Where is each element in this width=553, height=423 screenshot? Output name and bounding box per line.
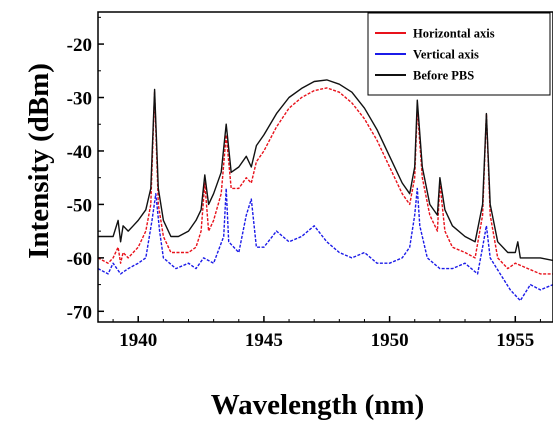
y-axis-title: Intensity (dBm) bbox=[23, 63, 55, 259]
series-line-vertical-axis bbox=[98, 187, 553, 302]
y-tick-label: -70 bbox=[67, 302, 92, 323]
y-tick-label: -40 bbox=[67, 142, 92, 163]
legend-label: Horizontal axis bbox=[413, 27, 495, 41]
ticks-layer: 1940 1945 1950 1955 -70 -60 -50 -40 -30 -20 bbox=[67, 16, 541, 351]
legend: Horizontal axis Vertical axis Before PBS bbox=[367, 12, 551, 96]
y-tick-label: -30 bbox=[67, 89, 92, 110]
y-tick-label: -20 bbox=[67, 35, 92, 56]
x-tick-label: 1945 bbox=[245, 330, 283, 351]
y-tick-label: -50 bbox=[67, 195, 92, 216]
y-tick-label: -60 bbox=[67, 249, 92, 270]
series-layer bbox=[98, 79, 553, 302]
x-tick-label: 1940 bbox=[119, 330, 157, 351]
x-axis-title: Wavelength (nm) bbox=[211, 389, 424, 421]
legend-label: Before PBS bbox=[413, 69, 474, 83]
plot-frame bbox=[97, 11, 553, 323]
series-line-before-pbs bbox=[98, 79, 553, 262]
legend-label: Vertical axis bbox=[413, 48, 479, 62]
x-tick-label: 1955 bbox=[496, 330, 534, 351]
x-tick-label: 1950 bbox=[371, 330, 409, 351]
series-line-horizontal-axis bbox=[98, 87, 553, 275]
